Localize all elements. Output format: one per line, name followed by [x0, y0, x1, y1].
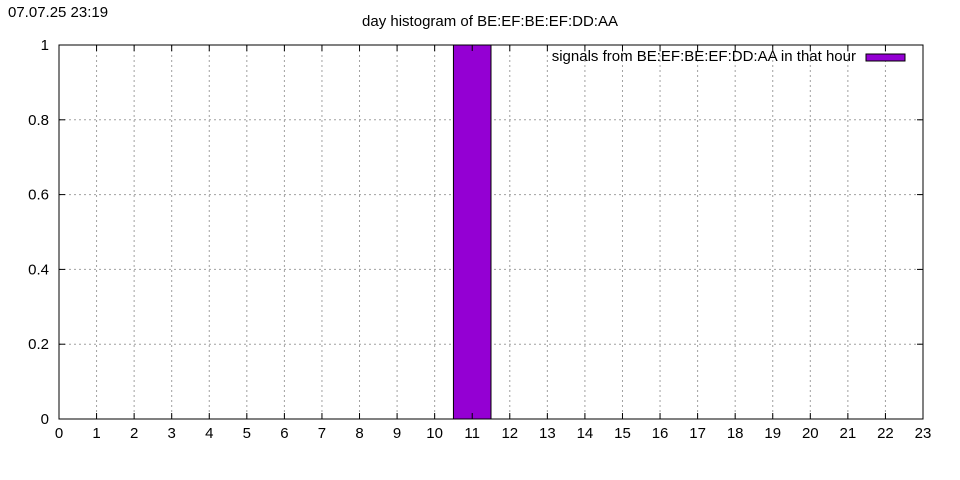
x-tick-label: 8: [355, 425, 363, 442]
x-tick-label: 6: [280, 425, 288, 442]
x-tick-label: 4: [205, 425, 213, 442]
x-tick-label: 9: [393, 425, 401, 442]
legend-label: signals from BE:EF:BE:EF:DD:AA in that h…: [552, 48, 856, 65]
x-tick-label: 14: [577, 425, 594, 442]
bar: [452, 44, 492, 420]
x-tick-label: 16: [652, 425, 669, 442]
x-tick-label: 22: [877, 425, 894, 442]
y-tick-label: 0.8: [28, 112, 49, 129]
timestamp: 07.07.25 23:19: [8, 4, 109, 21]
legend-swatch: [865, 53, 906, 62]
x-tick-label: 18: [727, 425, 744, 442]
x-tick-label: 11: [464, 425, 480, 442]
x-tick-label: 5: [243, 425, 251, 442]
x-tick-label: 21: [840, 425, 857, 442]
y-tick-label: 1: [41, 37, 49, 54]
plot-frame: [58, 44, 924, 420]
x-tick-label: 3: [168, 425, 176, 442]
y-tick-labels: 0 0.2 0.4 0.6 0.8 1: [28, 37, 49, 428]
x-tick-label: 1: [92, 425, 100, 442]
x-tick-label: 15: [614, 425, 631, 442]
x-tick-label: 2: [130, 425, 138, 442]
x-tick-label: 17: [689, 425, 706, 442]
x-tick-label: 12: [501, 425, 518, 442]
x-tick-label: 23: [915, 425, 932, 442]
x-tick-label: 19: [764, 425, 781, 442]
y-tick-label: 0.2: [28, 336, 49, 353]
bars: [452, 44, 492, 420]
y-tick-label: 0: [41, 411, 49, 428]
axis-ticks: [58, 44, 924, 420]
chart-title: day histogram of BE:EF:BE:EF:DD:AA: [362, 13, 618, 30]
x-tick-label: 20: [802, 425, 819, 442]
x-tick-labels: 0 1 2 3 4 5 6 7 8 9 10 11 12 13 14 15 16 17 18 19 20 21 22 23: [55, 425, 932, 442]
y-tick-label: 0.4: [28, 261, 49, 278]
y-tick-label: 0.6: [28, 187, 49, 204]
x-tick-label: 7: [318, 425, 326, 442]
x-tick-label: 10: [426, 425, 443, 442]
legend: signals from BE:EF:BE:EF:DD:AA in that h…: [552, 48, 906, 65]
x-tick-label: 0: [55, 425, 63, 442]
x-tick-label: 13: [539, 425, 556, 442]
